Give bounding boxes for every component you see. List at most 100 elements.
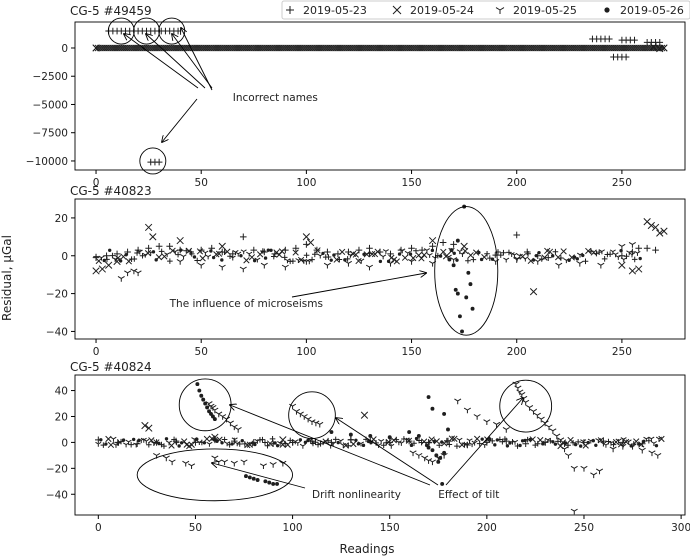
point-tri-down xyxy=(215,411,223,418)
point-x xyxy=(651,223,660,232)
point-tri-down xyxy=(654,452,662,459)
point-plus xyxy=(408,244,415,252)
panel-title: CG-5 #49459 xyxy=(70,4,152,18)
point-dot xyxy=(271,481,276,486)
figure-x-label: Readings xyxy=(340,542,395,556)
point-tri-down xyxy=(300,414,308,420)
band-point xyxy=(164,252,171,258)
point-dot xyxy=(416,433,421,438)
point-dot xyxy=(449,248,454,253)
point-plus xyxy=(239,233,247,241)
point-x xyxy=(628,267,637,275)
band-point xyxy=(199,255,206,262)
band-point xyxy=(448,435,456,442)
point-tri-down xyxy=(440,452,448,459)
point-x xyxy=(149,233,157,241)
band-point xyxy=(423,248,430,254)
point-dot xyxy=(470,306,475,311)
band-point xyxy=(499,438,506,445)
band-point xyxy=(144,250,152,257)
annotation-arrow xyxy=(172,34,213,89)
point-plus xyxy=(176,246,184,254)
band-point xyxy=(420,438,428,445)
band-point xyxy=(344,256,351,262)
annotations: Drift nonlinearity Effect of tilt xyxy=(136,378,553,502)
point-tri-down xyxy=(421,455,429,462)
point-tri-down xyxy=(188,463,196,470)
point-x xyxy=(660,227,668,235)
legend-marker-plus xyxy=(286,6,294,14)
band-point xyxy=(470,256,477,263)
annotation-circle xyxy=(499,379,553,433)
point-tri-down xyxy=(211,407,219,414)
point-plus xyxy=(92,254,100,261)
band-point xyxy=(294,440,301,446)
band-point xyxy=(312,439,319,446)
point-plus xyxy=(386,439,394,446)
point-plus xyxy=(261,248,268,256)
point-plus xyxy=(250,439,258,446)
band-point xyxy=(240,439,244,443)
point-dot xyxy=(457,314,462,319)
point-dot xyxy=(442,411,447,416)
band-point xyxy=(317,440,324,447)
series-2019-05-25 xyxy=(153,381,662,515)
point-plus xyxy=(124,248,131,256)
point-tri-down xyxy=(316,421,324,428)
band-point xyxy=(235,251,242,257)
point-plus xyxy=(605,35,613,43)
band-point xyxy=(128,441,134,448)
band-point xyxy=(224,248,231,255)
x-tick-label: 0 xyxy=(93,177,100,189)
point-tri-down xyxy=(219,414,227,420)
point-tri-down xyxy=(269,462,277,468)
panel-title: CG-5 #40824 xyxy=(70,360,152,374)
band-point xyxy=(473,435,481,442)
point-tri-down xyxy=(386,260,395,267)
band-point xyxy=(325,254,332,260)
band-point xyxy=(430,248,435,253)
point-x xyxy=(141,421,149,430)
point-x xyxy=(105,261,113,269)
point-plus xyxy=(429,242,436,250)
point-dot xyxy=(438,456,443,460)
point-plus xyxy=(133,440,141,448)
point-tri-down xyxy=(162,455,170,462)
x-tick-label: 100 xyxy=(296,346,316,358)
point-tri-down xyxy=(117,276,125,282)
band-point xyxy=(568,254,575,261)
series-2019-05-23 xyxy=(95,436,646,449)
band-point xyxy=(511,439,519,445)
point-dot xyxy=(430,406,435,411)
point-x xyxy=(618,261,626,269)
band-point xyxy=(148,437,155,444)
plot-frame xyxy=(74,198,686,340)
point-tri-down xyxy=(323,262,331,269)
point-plus xyxy=(523,248,531,256)
band-point xyxy=(390,256,398,263)
point-dot xyxy=(464,295,469,300)
band-point xyxy=(591,439,595,443)
point-x xyxy=(98,265,106,273)
band-point xyxy=(553,442,558,446)
point-tri-down xyxy=(560,446,569,453)
series-2019-05-24 xyxy=(92,43,668,53)
annotation-arrow xyxy=(445,398,523,486)
point-tri-down xyxy=(407,259,416,265)
point-tri-down xyxy=(409,450,417,457)
point-tri-down xyxy=(221,459,229,466)
band-point xyxy=(638,256,642,261)
band-point xyxy=(248,254,256,261)
point-dot xyxy=(447,257,452,262)
x-tick-label: 200 xyxy=(477,522,497,534)
point-tri-down xyxy=(533,412,541,419)
x-tick-label: 250 xyxy=(612,346,632,358)
band-point xyxy=(401,254,409,261)
band-point xyxy=(472,249,480,256)
point-plus xyxy=(313,246,321,254)
legend-item: 2019-05-26 xyxy=(604,4,684,17)
point-dot xyxy=(434,453,439,458)
band-point xyxy=(481,253,488,261)
point-plus xyxy=(635,244,643,252)
band-point xyxy=(558,255,564,261)
